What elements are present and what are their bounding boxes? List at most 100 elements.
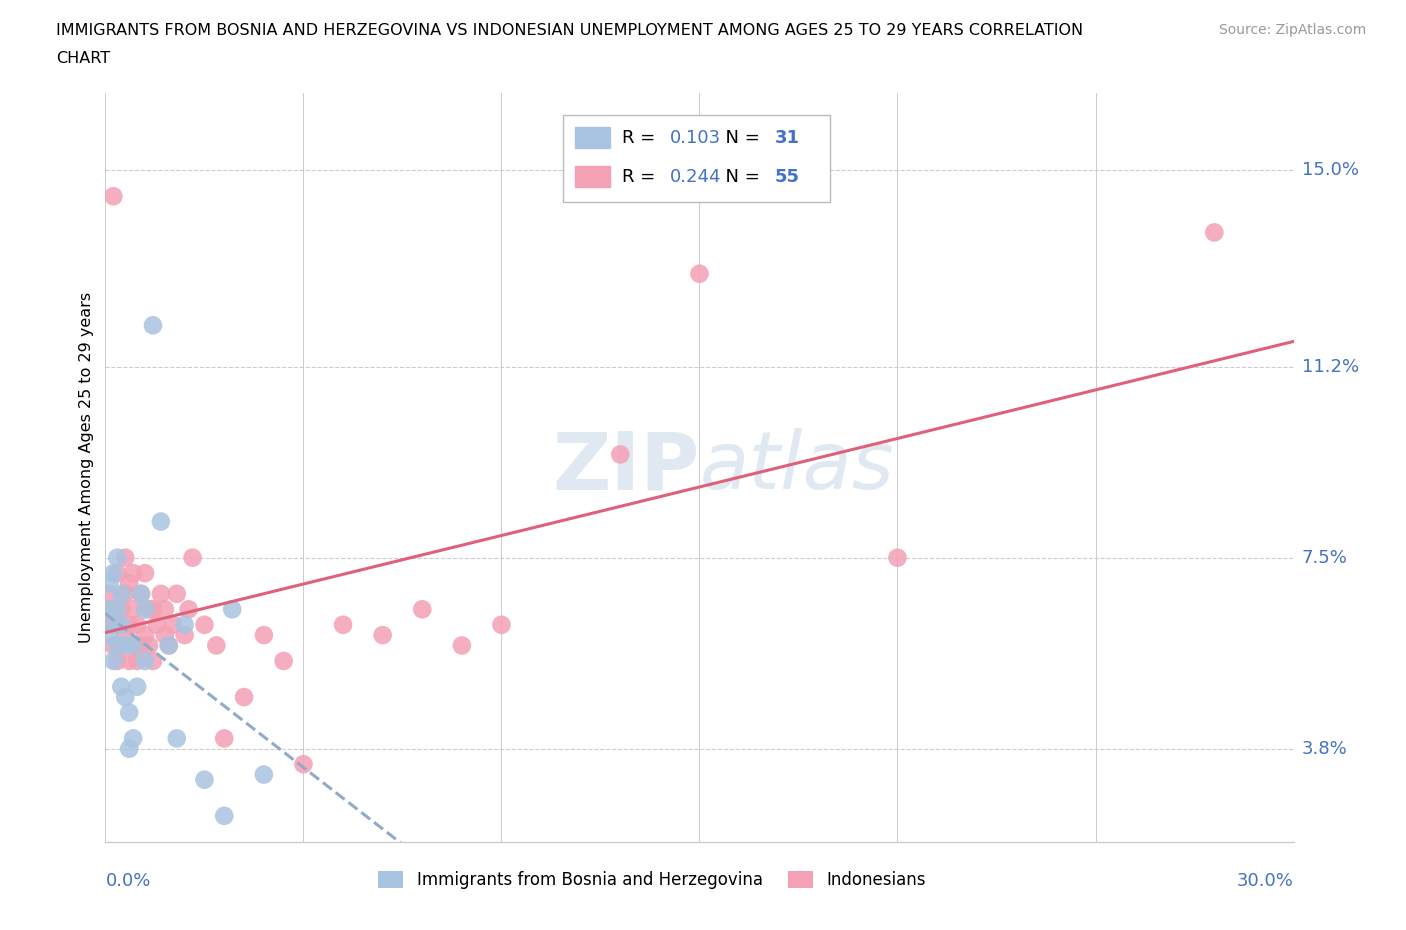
Point xyxy=(149,587,172,602)
Text: atlas: atlas xyxy=(700,429,894,506)
Point xyxy=(609,447,631,462)
Point xyxy=(110,679,132,694)
Text: 31: 31 xyxy=(775,129,800,147)
Point xyxy=(105,551,128,565)
Point xyxy=(129,638,152,653)
Point xyxy=(134,628,156,643)
Point xyxy=(162,618,184,632)
Point xyxy=(233,690,256,705)
Legend: Immigrants from Bosnia and Herzegovina, Indonesians: Immigrants from Bosnia and Herzegovina, … xyxy=(378,871,925,889)
Text: N =: N = xyxy=(714,129,765,147)
Point xyxy=(138,602,160,617)
Point xyxy=(114,628,136,643)
Point xyxy=(114,587,136,602)
Text: R =: R = xyxy=(623,167,661,186)
Point xyxy=(177,602,200,617)
Point xyxy=(114,551,136,565)
Text: 7.5%: 7.5% xyxy=(1302,549,1348,566)
Point xyxy=(118,654,141,669)
Point xyxy=(105,638,128,653)
Point xyxy=(134,565,156,580)
Point xyxy=(134,654,156,669)
Point xyxy=(122,731,145,746)
Point xyxy=(166,587,188,602)
Point xyxy=(134,602,156,617)
Point xyxy=(98,576,121,591)
Point xyxy=(157,638,180,653)
Point xyxy=(127,679,149,694)
Point xyxy=(193,618,215,632)
Point xyxy=(450,638,472,653)
Point xyxy=(98,618,121,632)
Point xyxy=(122,638,145,653)
Point xyxy=(1204,225,1226,240)
Point xyxy=(105,618,128,632)
Point xyxy=(129,587,152,602)
Point xyxy=(371,628,394,643)
Text: 3.8%: 3.8% xyxy=(1302,739,1347,758)
Point xyxy=(103,565,125,580)
Point xyxy=(110,587,132,602)
Point xyxy=(193,772,215,787)
Point xyxy=(98,602,121,617)
Point xyxy=(103,189,125,204)
Point xyxy=(181,551,204,565)
Point xyxy=(110,638,132,653)
Point xyxy=(138,638,160,653)
Point xyxy=(118,576,141,591)
Text: CHART: CHART xyxy=(56,51,110,66)
Bar xyxy=(575,127,610,149)
Point xyxy=(142,654,165,669)
Point xyxy=(110,602,132,617)
Point xyxy=(689,266,711,281)
Point xyxy=(173,628,195,643)
Point xyxy=(142,318,165,333)
Bar xyxy=(575,166,610,187)
Point xyxy=(214,808,236,823)
Text: Source: ZipAtlas.com: Source: ZipAtlas.com xyxy=(1219,23,1367,37)
Point xyxy=(253,628,276,643)
Point xyxy=(103,618,125,632)
Point xyxy=(118,618,141,632)
Point xyxy=(103,602,125,617)
Text: N =: N = xyxy=(714,167,765,186)
Point xyxy=(122,602,145,617)
Y-axis label: Unemployment Among Ages 25 to 29 years: Unemployment Among Ages 25 to 29 years xyxy=(79,292,94,643)
Point xyxy=(146,618,169,632)
FancyBboxPatch shape xyxy=(562,115,830,202)
Point xyxy=(122,565,145,580)
Point xyxy=(166,731,188,746)
Point xyxy=(214,731,236,746)
Text: 0.244: 0.244 xyxy=(669,167,721,186)
Point xyxy=(98,587,121,602)
Point xyxy=(114,690,136,705)
Text: 30.0%: 30.0% xyxy=(1237,872,1294,890)
Text: IMMIGRANTS FROM BOSNIA AND HERZEGOVINA VS INDONESIAN UNEMPLOYMENT AMONG AGES 25 : IMMIGRANTS FROM BOSNIA AND HERZEGOVINA V… xyxy=(56,23,1084,38)
Point xyxy=(118,705,141,720)
Point xyxy=(411,602,433,617)
Point xyxy=(127,654,149,669)
Point xyxy=(105,654,128,669)
Point xyxy=(173,618,195,632)
Point xyxy=(103,638,125,653)
Point xyxy=(292,757,315,772)
Text: 15.0%: 15.0% xyxy=(1302,162,1358,179)
Point xyxy=(332,618,354,632)
Text: 11.2%: 11.2% xyxy=(1302,358,1360,376)
Point xyxy=(118,741,141,756)
Point xyxy=(153,602,176,617)
Text: 55: 55 xyxy=(775,167,800,186)
Text: ZIP: ZIP xyxy=(553,429,700,506)
Point xyxy=(105,565,128,580)
Text: R =: R = xyxy=(623,129,661,147)
Point xyxy=(103,654,125,669)
Point xyxy=(122,638,145,653)
Point xyxy=(221,602,243,617)
Point xyxy=(149,514,172,529)
Point xyxy=(491,618,513,632)
Point xyxy=(105,602,128,617)
Point xyxy=(273,654,295,669)
Point xyxy=(157,638,180,653)
Point xyxy=(886,551,908,565)
Point xyxy=(127,618,149,632)
